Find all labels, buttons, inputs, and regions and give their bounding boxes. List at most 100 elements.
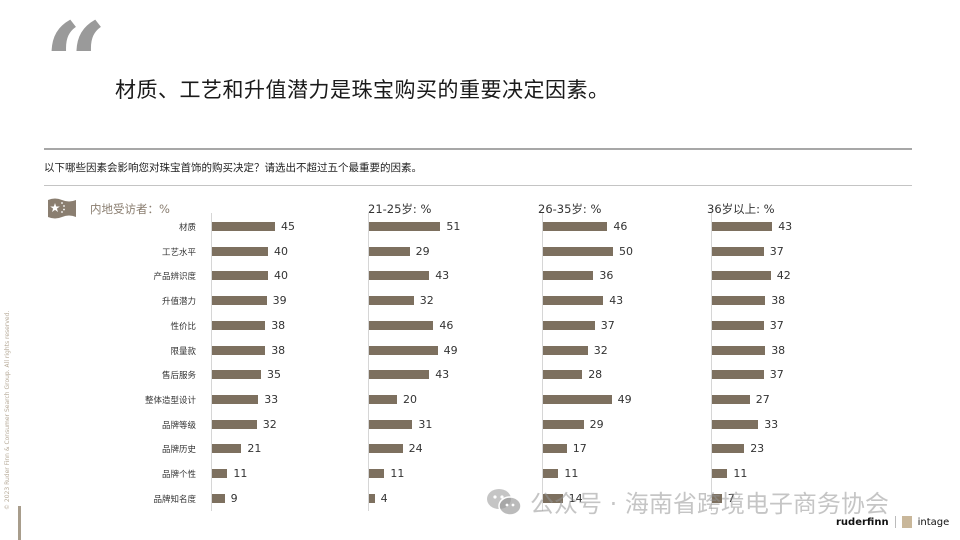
bar <box>369 345 438 355</box>
bar <box>369 246 410 256</box>
bar-value-label: 35 <box>267 368 281 382</box>
bar-value-label: 32 <box>593 343 608 357</box>
bar-value-label: 49 <box>443 343 458 357</box>
bar-value-label: 37 <box>600 318 615 332</box>
bar-value-label: 37 <box>769 244 784 258</box>
bar <box>369 493 375 503</box>
category-label: 品牌知名度 <box>153 494 196 505</box>
bar <box>543 444 567 454</box>
bar-value-label: 38 <box>771 294 786 308</box>
bar <box>212 345 266 355</box>
category-label: 产品辨识度 <box>153 272 196 283</box>
bar <box>369 320 434 330</box>
bar <box>212 419 257 429</box>
bar-value-label: 37 <box>769 368 784 382</box>
side-accent-bar <box>18 506 21 540</box>
category-label: 售后服务 <box>161 371 196 382</box>
bar <box>712 320 764 330</box>
bar-value-label: 40 <box>274 269 288 283</box>
bar-value-label: 32 <box>419 294 434 308</box>
bar <box>212 469 228 478</box>
bar <box>712 469 728 478</box>
bar <box>369 469 385 478</box>
category-label: 品牌历史 <box>161 445 196 456</box>
category-label: 材质 <box>178 223 196 233</box>
panel-title-all: 内地受访者：% <box>90 202 170 216</box>
bar-value-label: 27 <box>755 392 770 406</box>
bar <box>712 222 773 231</box>
bar <box>543 394 612 404</box>
csg-logo-icon <box>901 516 912 528</box>
panel-title-21-25: 21-25岁: % <box>368 202 432 216</box>
bar <box>712 370 764 380</box>
watermark-text: 公众号 · 海南省跨境电子商务协会 <box>530 490 889 518</box>
bar-value-label: 33 <box>764 417 779 431</box>
bar-value-label: 36 <box>599 269 614 283</box>
divider-mid <box>44 185 912 186</box>
axis-line <box>711 213 712 511</box>
axis-line <box>542 213 543 511</box>
bar-value-label: 23 <box>750 442 765 456</box>
bar-value-label: 20 <box>403 392 417 406</box>
bar-value-label: 40 <box>274 244 288 258</box>
panel-title-26-35: 26-35岁: % <box>538 202 602 216</box>
bar-value-label: 4 <box>380 491 388 505</box>
category-label: 性价比 <box>170 321 196 332</box>
category-label: 品牌等级 <box>161 420 196 431</box>
bar-value-label: 43 <box>609 294 624 308</box>
bar-value-label: 39 <box>272 294 287 308</box>
bar-value-label: 37 <box>769 318 784 332</box>
bar <box>212 246 268 256</box>
bar <box>543 469 559 478</box>
axis-line <box>368 213 369 511</box>
bar-value-label: 29 <box>415 244 430 258</box>
bar-value-label: 51 <box>446 220 461 233</box>
bar <box>212 320 266 330</box>
bar-value-label: 45 <box>281 220 295 233</box>
intage-logo: intage <box>917 516 950 528</box>
bar <box>369 222 441 231</box>
bar <box>712 296 766 306</box>
copyright-notice: © 2023 Ruder Finn & Consumer Search Grou… <box>4 310 11 510</box>
bar <box>543 419 584 429</box>
bar <box>369 296 414 306</box>
bar-value-label: 17 <box>572 442 587 456</box>
china-flag-icon <box>48 198 76 219</box>
bar <box>712 246 764 256</box>
ruderfinn-logo: ruderfinn <box>836 516 889 528</box>
bar-value-label: 14 <box>568 491 583 505</box>
bar-value-label: 49 <box>617 392 632 406</box>
bar-value-label: 31 <box>418 417 433 431</box>
bar-value-label: 33 <box>264 392 279 406</box>
bar <box>369 271 430 281</box>
bar-value-label: 11 <box>390 467 405 480</box>
bar-value-label: 43 <box>435 368 450 382</box>
bar <box>212 296 267 306</box>
bar <box>369 444 403 454</box>
bar-value-label: 7 <box>727 491 735 505</box>
bar <box>212 493 225 503</box>
bar-value-label: 28 <box>588 368 603 382</box>
bar-value-label: 50 <box>619 244 633 258</box>
logo-strip: ruderfinn intage <box>836 516 949 528</box>
bar <box>543 493 563 503</box>
bar-value-label: 11 <box>564 467 579 480</box>
bar <box>543 320 595 330</box>
bar-value-label: 32 <box>262 417 277 431</box>
bar-value-label: 46 <box>613 220 628 233</box>
watermark: 公众号 · 海南省跨境电子商务协会 <box>486 484 889 519</box>
bar-value-label: 38 <box>771 343 786 357</box>
bar <box>712 444 745 454</box>
category-label: 整体造型设计 <box>144 395 196 406</box>
bar-value-label: 21 <box>247 442 262 456</box>
bar <box>543 246 613 256</box>
bar <box>369 394 397 404</box>
bar-value-label: 43 <box>778 220 793 233</box>
page-title: 材质、工艺和升值潜力是珠宝购买的重要决定因素。 <box>115 78 610 102</box>
bar <box>543 222 608 231</box>
panel-title-36-plus: 36岁以上: % <box>707 202 775 216</box>
category-label: 工艺水平 <box>161 247 196 258</box>
bar <box>212 444 242 454</box>
divider-top <box>44 148 912 150</box>
survey-question: 以下哪些因素会影响您对珠宝首饰的购买决定？请选出不超过五个最重要的因素。 <box>44 162 422 174</box>
